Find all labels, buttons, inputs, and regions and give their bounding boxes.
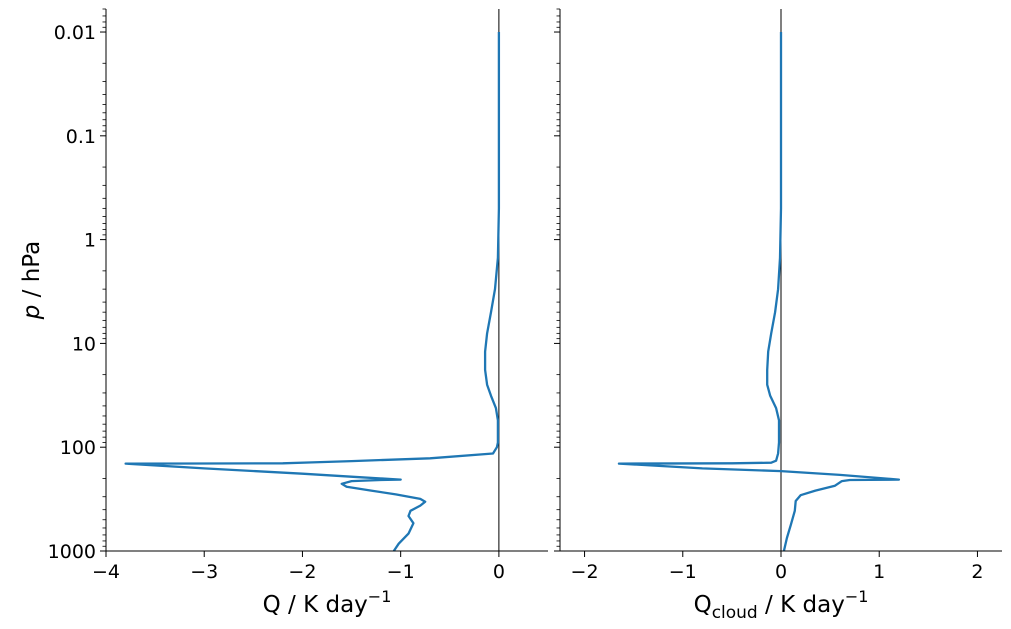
panel-right: −2 −1 0 1 2 bbox=[554, 8, 1002, 583]
y-tick-label: 1 bbox=[84, 230, 96, 252]
y-tick-label: 100 bbox=[60, 437, 96, 459]
x-tick-label: −1 bbox=[387, 561, 415, 583]
x-axis-label-right: Qcloud / K day−1 bbox=[694, 587, 869, 623]
y-ticks-left: 0.01 0.1 1 10 100 1000 bbox=[48, 8, 106, 563]
x-tick-label: 0 bbox=[775, 561, 787, 583]
x-tick-label: −2 bbox=[571, 561, 599, 583]
y-ticks-right bbox=[554, 8, 560, 552]
x-ticks-right: −2 −1 0 1 2 bbox=[571, 551, 983, 583]
x-axis-label-left: Q / K day−1 bbox=[263, 587, 392, 618]
y-tick-label: 10 bbox=[72, 333, 96, 355]
series-line-q bbox=[124, 32, 501, 552]
x-tick-label: 2 bbox=[971, 561, 983, 583]
x-tick-label: −3 bbox=[190, 561, 218, 583]
x-tick-label: −2 bbox=[288, 561, 316, 583]
y-tick-label: 0.01 bbox=[54, 22, 96, 44]
y-tick-label: 0.1 bbox=[66, 126, 96, 148]
x-tick-label: −4 bbox=[92, 561, 120, 583]
y-axis-label: p / hPa bbox=[19, 241, 45, 321]
x-tick-label: 0 bbox=[493, 561, 505, 583]
series-line-qcloud bbox=[617, 32, 901, 552]
x-tick-label: 1 bbox=[873, 561, 885, 583]
panel-left: −4 −3 −2 −1 0 0.01 0.1 1 10 100 1000 bbox=[48, 8, 548, 583]
y-tick-label: 1000 bbox=[48, 541, 96, 563]
x-ticks-left: −4 −3 −2 −1 0 bbox=[92, 551, 505, 583]
x-tick-label: −1 bbox=[669, 561, 697, 583]
